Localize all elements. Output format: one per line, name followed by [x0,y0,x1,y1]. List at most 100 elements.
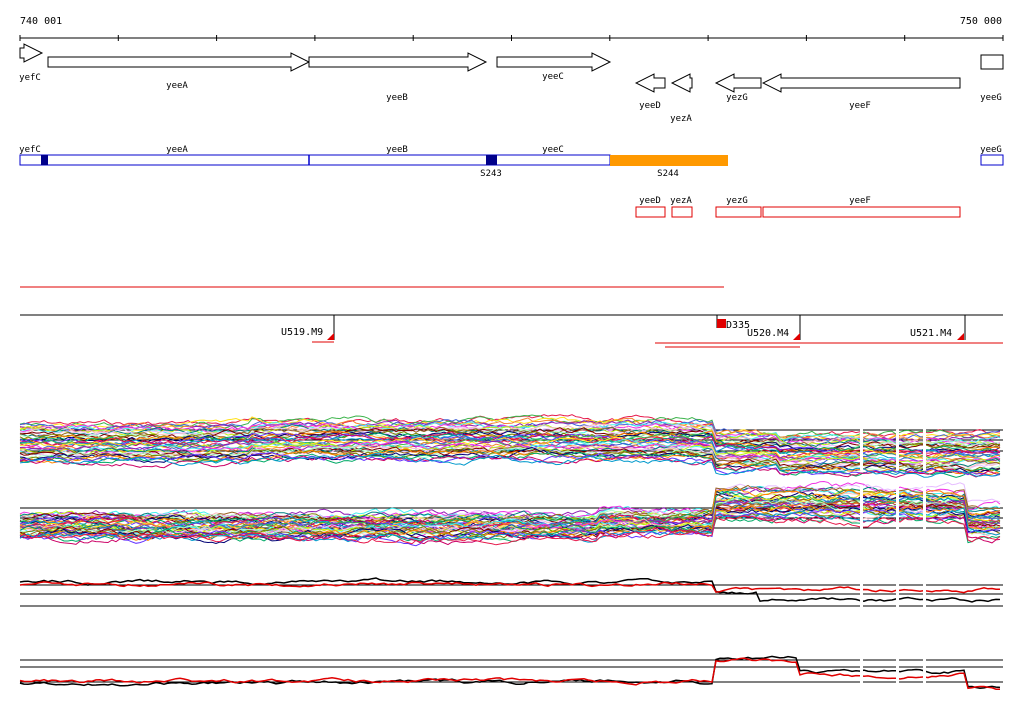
red-gene-label-yeeF: yeeF [849,196,871,206]
segment-gene-label-yeeA: yeeA [166,145,188,155]
segment-gene-label-yeeB: yeeB [386,145,408,155]
expression-profile-line [19,452,1001,478]
expression-profile-line [19,431,1001,456]
track-gap [923,415,926,470]
expression-profile-line [19,484,1001,525]
expression-track-pair-1 [19,575,1003,615]
gene-label-yeeF: yeeF [849,101,871,111]
track-gap [923,650,926,692]
gene-arrow-yeeA[interactable] [47,52,311,72]
expression-profile-line [20,430,1001,454]
expression-profile-line [19,424,1001,451]
track-gap [896,575,899,615]
gene-arrow-yeeD[interactable] [634,73,666,93]
red-gene-label-yezG: yezG [726,196,748,206]
gene-label-yeeD: yeeD [639,101,661,111]
expression-profile-line [19,437,1001,465]
transcription-unit-track: U519.M9 D335 U520.M4 U521.M4 [20,314,1003,348]
red-gene-box-yezA[interactable] [671,206,693,218]
segment-marker-left [41,155,48,165]
expression-profile-line [19,505,1001,542]
tu-label-u521[interactable]: U521.M4 [910,328,952,339]
segment-s244-box[interactable] [610,155,728,166]
segment-track: yefC yeeA yeeB yeeC yeeG S243 S244 [19,145,1004,179]
track-gap [860,415,863,470]
red-gene-box-yeeF[interactable] [762,206,961,218]
gene-label-yezA: yezA [670,114,692,124]
red-gene-box-yeeD[interactable] [635,206,666,218]
segment-s243-box[interactable] [19,154,611,166]
segment-yeeG-box[interactable] [980,154,1004,166]
track-gap [860,575,863,615]
track-gap [896,415,899,470]
segment-label-s244: S244 [657,169,679,179]
start-coordinate-label: 740 001 [20,16,62,27]
tu-u519-flag [327,333,334,340]
gene-label-yeeA: yeeA [166,81,188,91]
gene-label-yezG: yezG [726,93,748,103]
red-gene-label-yezA: yezA [670,196,692,206]
expression-profile-line [19,451,1001,477]
segment-label-s243: S243 [480,169,502,179]
expression-profile-line [19,431,1001,457]
tu-u521-flag [957,333,964,340]
expression-profile-line [19,424,1001,448]
expression-profile-line [19,442,1001,464]
track-gap [896,650,899,692]
track-gap [860,485,863,540]
expression-profile-line [19,497,1001,535]
gene-arrow-yezA[interactable] [670,73,693,93]
segment-gene-label-yefC: yefC [19,145,41,155]
tu-label-u520[interactable]: U520.M4 [747,328,789,339]
red-gene-track: yeeD yezA yezG yeeF [635,196,961,218]
expression-track-pair-2 [19,650,1003,692]
expression-profile-black [19,655,1001,690]
expression-profile-line [19,480,1001,524]
segment-gene-label-yeeC: yeeC [542,145,564,155]
gene-arrow-yefC[interactable] [19,43,44,63]
expression-profile-red [19,581,1001,594]
expression-track-multicolor-1 [19,414,1003,478]
expression-profile-line [19,448,1001,475]
expression-track-multicolor-2 [19,480,1003,547]
track-gap [860,650,863,692]
tu-label-d335[interactable]: D335 [726,320,750,331]
expression-profile-black [19,577,1001,603]
red-gene-box-yezG[interactable] [715,206,762,218]
end-coordinate-label: 750 000 [960,16,1002,27]
red-gene-label-yeeD: yeeD [639,196,661,206]
expression-profile-line [19,513,1001,546]
expression-profile-line [19,508,1001,540]
gene-label-yeeC: yeeC [542,72,564,82]
gene-arrow-yeeB[interactable] [308,52,488,72]
expression-profile-line [19,515,1001,546]
expression-profile-line [19,446,1001,472]
expression-profile-line [19,503,1001,540]
gene-label-yeeB: yeeB [386,93,408,103]
gene-arrow-yeeC[interactable] [496,52,612,72]
segment-gene-label-yeeG: yeeG [980,145,1002,155]
expression-profile-line [19,505,1001,545]
tu-d335-marker [717,319,726,328]
gene-arrow-track: yefC yeeA yeeB yeeC yeeD yezA yezG yeeF … [19,43,1004,124]
ruler-ticks [19,35,1004,41]
gene-arrow-yeeG[interactable] [980,54,1004,70]
expression-profile-line [19,453,1001,478]
gene-label-yeeG: yeeG [980,93,1002,103]
gene-label-yefC: yefC [19,73,41,83]
expression-profile-red [19,657,1000,690]
expression-profile-line [19,496,1001,541]
track-gap [923,575,926,615]
segment-marker-right [486,155,497,165]
tu-label-u519[interactable]: U519.M9 [281,327,323,338]
track-gap [896,485,899,540]
tu-u520-flag [793,333,800,340]
track-gap [923,485,926,540]
expression-profile-line [19,491,1001,531]
expression-profile-line [19,446,1001,470]
coordinate-ruler: 740 001 750 000 [19,16,1004,41]
gene-arrow-yezG[interactable] [714,73,762,93]
expression-profile-line [19,423,1001,448]
gene-arrow-yeeF[interactable] [761,73,961,93]
